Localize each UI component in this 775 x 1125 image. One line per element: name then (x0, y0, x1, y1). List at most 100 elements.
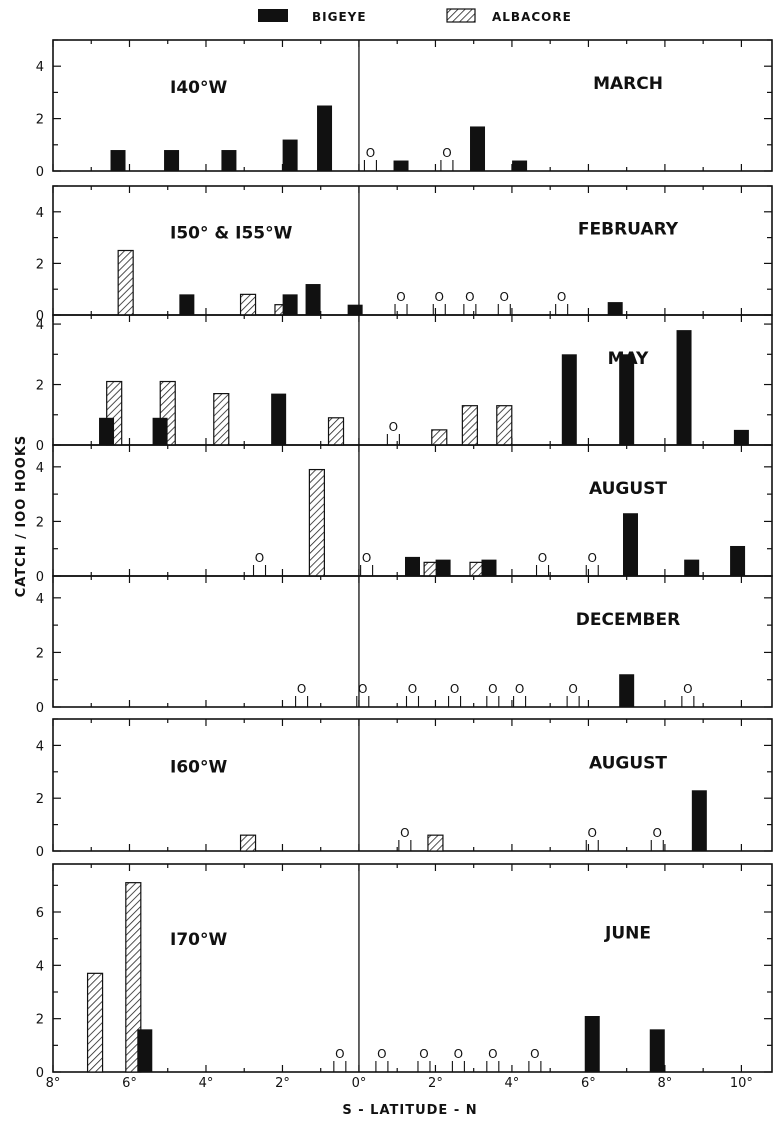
zero-catch-marker: O (432, 290, 446, 315)
zero-catch-label: O (538, 551, 547, 565)
zero-catch-label: O (557, 290, 566, 304)
month-label: MARCH (593, 74, 663, 94)
albacore-bar (461, 405, 478, 446)
bigeye-bar (221, 150, 237, 171)
zero-catch-marker: O (528, 1047, 542, 1072)
bigeye-bar (152, 417, 168, 445)
y-tick-label: 0 (36, 165, 44, 180)
zero-catch-marker: O (535, 551, 550, 576)
legend: BIGEYE ALBACORE (258, 8, 571, 24)
zero-catch-marker: O (386, 420, 400, 445)
panel-frame (52, 444, 773, 577)
albacore-bar (496, 405, 513, 446)
y-tick-label: 0 (36, 439, 44, 454)
panel-frame (52, 575, 773, 708)
panel-3: 024MAYO (36, 314, 773, 454)
bigeye-bar (684, 559, 700, 576)
legend-label-bigeye: BIGEYE (312, 10, 367, 24)
month-label: JUNE (604, 924, 651, 944)
bigeye-bar (347, 304, 363, 315)
panel-frame (52, 863, 773, 1073)
zero-catch-label: O (442, 146, 451, 160)
bigeye-bar (137, 1029, 153, 1072)
zero-catch-label: O (450, 682, 459, 696)
y-tick-label: 0 (36, 570, 44, 585)
x-axis-title: S - LATITUDE - N (342, 1103, 477, 1118)
zero-catch-marker: O (375, 1047, 389, 1072)
zero-catch-marker: O (448, 682, 462, 707)
albacore-bar (427, 834, 444, 852)
zero-catch-marker: O (650, 826, 664, 851)
y-tick-label: 2 (36, 113, 44, 128)
zero-catch-label: O (335, 1047, 344, 1061)
bigeye-bar (561, 354, 577, 445)
zero-catch-marker: O (398, 826, 412, 851)
zero-catch-marker: O (405, 682, 420, 707)
bigeye-bar (393, 160, 409, 171)
longitude-label: I40°W (170, 78, 227, 98)
month-label: DECEMBER (576, 610, 680, 630)
month-label: AUGUST (589, 754, 667, 774)
y-tick-label: 0 (36, 309, 44, 324)
zero-catch-label: O (588, 826, 597, 840)
panel-frame (52, 718, 773, 852)
albacore-bar (327, 417, 345, 446)
y-tick-label: 4 (36, 318, 44, 333)
zero-catch-marker: O (252, 551, 267, 576)
zero-catch-label: O (419, 1047, 428, 1061)
bigeye-bar (619, 354, 635, 445)
y-tick-label: 0 (36, 845, 44, 860)
panels: 0 2 4 I40°W MARCH O O 0 2 4 I50° & I55°W FEBRUARY O O… (36, 39, 773, 1091)
zero-catch-label: O (396, 290, 405, 304)
y-tick-label: 2 (36, 792, 44, 807)
y-tick-label: 6 (36, 906, 44, 921)
legend-swatch-bigeye (258, 9, 288, 22)
zero-catch-marker: O (333, 1047, 347, 1072)
zero-catch-label: O (389, 420, 398, 434)
bigeye-bar (691, 790, 707, 851)
panel-2: 0 2 4 I50° & I55°W FEBRUARY O O O O O (36, 185, 773, 324)
zero-catch-marker: O (513, 682, 527, 707)
zero-catch-label: O (488, 1047, 497, 1061)
bigeye-bar (179, 294, 195, 315)
zero-catch-label: O (297, 682, 306, 696)
zero-catch-marker: O (451, 1047, 465, 1072)
zero-catch-label: O (454, 1047, 463, 1061)
zero-catch-label: O (362, 551, 371, 565)
y-tick-label: 2 (36, 257, 44, 272)
zero-catch-marker: O (566, 682, 580, 707)
bigeye-bar (405, 556, 420, 576)
zero-catch-label: O (465, 290, 474, 304)
zero-catch-label: O (255, 551, 264, 565)
longitude-label: I70°W (170, 930, 227, 950)
bigeye-bar (99, 417, 115, 445)
y-tick-label: 0 (36, 701, 44, 716)
panel-4: 0 2 4 AUGUST O O O O (36, 444, 773, 585)
zero-catch-marker: O (440, 146, 454, 171)
albacore-bar (308, 468, 325, 577)
zero-catch-label: O (435, 290, 444, 304)
y-tick-label: 4 (36, 739, 44, 754)
bigeye-bar (619, 674, 635, 707)
x-tick-label: 2° (428, 1076, 443, 1091)
bigeye-bar (730, 545, 746, 576)
y-tick-label: 2 (36, 515, 44, 530)
x-tick-label: 0° (352, 1076, 367, 1091)
zero-catch-marker: O (295, 682, 309, 707)
bigeye-bar (435, 559, 451, 576)
y-tick-label: 4 (36, 959, 44, 974)
zero-catch-marker: O (486, 682, 500, 707)
zero-catch-label: O (358, 682, 367, 696)
zero-catch-label: O (408, 682, 417, 696)
albacore-bar (431, 429, 448, 446)
bigeye-bar (622, 513, 638, 576)
y-tick-label: 4 (36, 461, 44, 476)
zero-catch-marker: O (363, 146, 377, 171)
zero-catch-label: O (400, 826, 409, 840)
x-tick-label: 2° (275, 1076, 290, 1091)
panel-7: 0 2 4 6 I70°W JUNE O O O O O O 8° 6° 4° 2° 0° 2° 4° 6° 8° 10° (36, 863, 773, 1091)
zero-catch-label: O (530, 1047, 539, 1061)
y-tick-label: 4 (36, 60, 44, 75)
albacore-bar (239, 834, 257, 852)
